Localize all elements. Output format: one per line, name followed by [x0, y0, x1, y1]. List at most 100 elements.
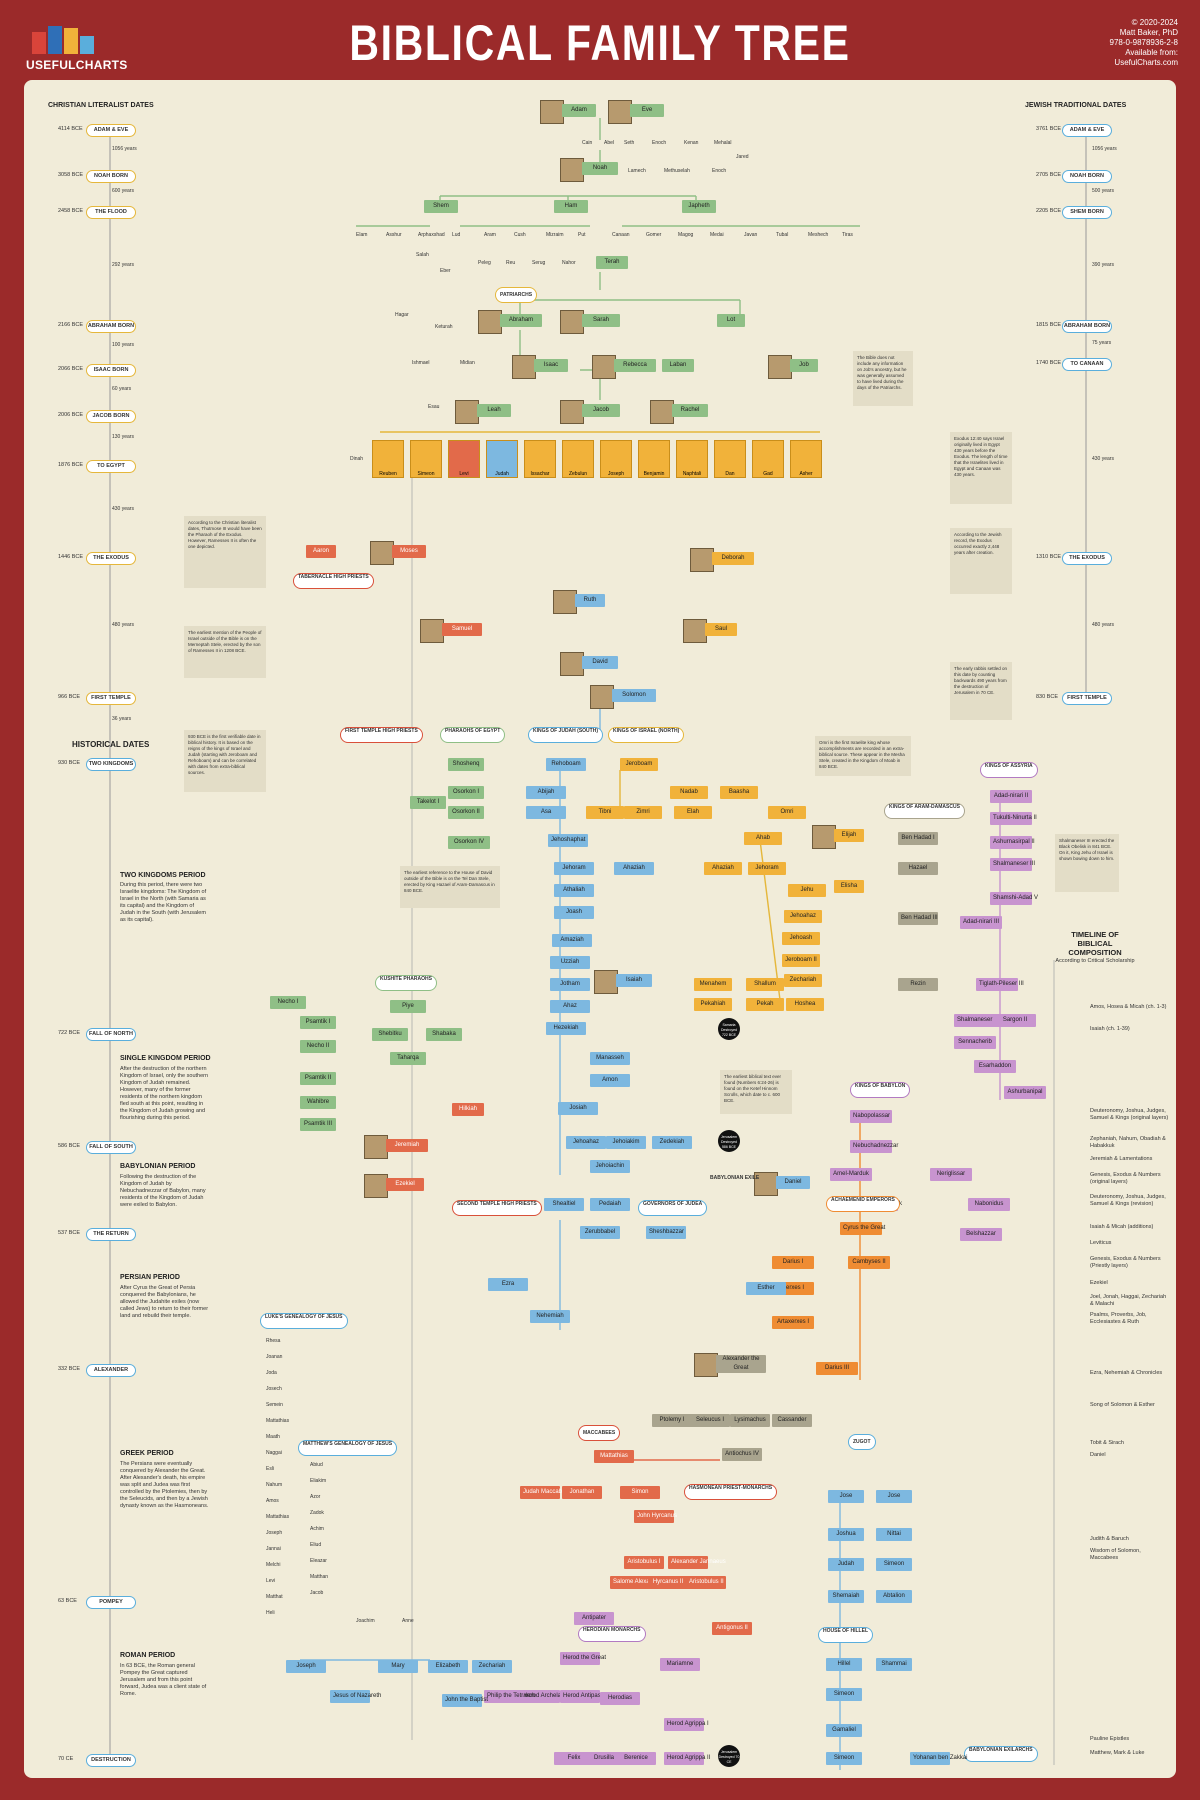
king-judah[interactable]: Uzziah: [550, 956, 590, 969]
hellenistic-ruler[interactable]: Ptolemy I: [652, 1414, 692, 1427]
herodian-ruler[interactable]: Antipater: [574, 1612, 614, 1625]
tribe-asher[interactable]: Asher: [790, 440, 822, 478]
king-judah[interactable]: Amaziah: [552, 934, 592, 947]
emperor[interactable]: Artaxerxes I: [772, 1316, 814, 1329]
node-terah[interactable]: Terah: [596, 256, 628, 269]
king-assyria[interactable]: Shalmaneser V: [954, 1014, 998, 1027]
noah-son[interactable]: Ham: [554, 200, 588, 213]
king-israel[interactable]: Shallum: [746, 978, 784, 991]
pharaoh[interactable]: Psamtik II: [300, 1072, 336, 1085]
node-lot[interactable]: Lot: [717, 314, 745, 327]
zug[interactable]: Simeon: [876, 1558, 912, 1571]
return-figure[interactable]: Pedaiah: [590, 1198, 630, 1211]
king-babylon[interactable]: Neriglissar: [930, 1168, 972, 1181]
tribe-joseph[interactable]: Joseph: [600, 440, 632, 478]
noah-son[interactable]: Shem: [424, 200, 458, 213]
king-israel[interactable]: Omri: [768, 806, 806, 819]
king-assyria[interactable]: Tukulti-Ninurta II: [990, 812, 1037, 825]
herodian-ruler[interactable]: Herod the Great: [560, 1652, 606, 1665]
hasmonean-ruler[interactable]: Simon: [620, 1486, 660, 1499]
king-israel[interactable]: Zechariah: [784, 974, 822, 987]
node-laban[interactable]: Laban: [662, 359, 694, 372]
node-abraham[interactable]: Abraham: [500, 314, 542, 327]
timeline-event[interactable]: TO EGYPT: [86, 460, 136, 473]
king-judah[interactable]: Jehoiakim: [606, 1136, 646, 1149]
king-babylon[interactable]: Nabonidus: [968, 1198, 1010, 1211]
king-assyria[interactable]: Ashurbanipal: [1004, 1086, 1046, 1099]
herodian-ruler[interactable]: Philip the Tetrarch: [484, 1690, 535, 1703]
timeline-event[interactable]: FALL OF SOUTH: [86, 1141, 136, 1154]
king-israel[interactable]: Hoshea: [786, 998, 824, 1011]
node-jeremiah[interactable]: Jeremiah: [386, 1139, 428, 1152]
hasmonean-ruler[interactable]: John Hyrcanus: [634, 1510, 677, 1523]
node-samuel[interactable]: Samuel: [442, 623, 482, 636]
noah-son[interactable]: Japheth: [682, 200, 716, 213]
king-israel[interactable]: Ahab: [744, 832, 782, 845]
node-leah[interactable]: Leah: [477, 404, 511, 417]
king-judah[interactable]: Asa: [526, 806, 566, 819]
tribe-dan[interactable]: Dan: [714, 440, 746, 478]
pharaoh[interactable]: Necho II: [300, 1040, 336, 1053]
node-aaron[interactable]: Aaron: [306, 545, 336, 558]
king-assyria[interactable]: Ashurnasirpal II: [990, 836, 1035, 849]
timeline-event[interactable]: NOAH BORN: [86, 170, 136, 183]
node-deborah[interactable]: Deborah: [712, 552, 754, 565]
king-judah[interactable]: Athaliah: [554, 884, 594, 897]
zug[interactable]: Joshua: [828, 1528, 864, 1541]
pharaoh[interactable]: Osorkon IV: [448, 836, 490, 849]
king-judah[interactable]: Amon: [590, 1074, 630, 1087]
herodian-ruler[interactable]: Felix: [554, 1752, 594, 1765]
holy-family-member[interactable]: Elizabeth: [428, 1660, 468, 1673]
herodian-ruler[interactable]: Herod Antipas: [560, 1690, 601, 1703]
king-judah[interactable]: Jehoram: [554, 862, 594, 875]
node-yohanan[interactable]: Yohanan ben Zakkai: [910, 1752, 968, 1765]
zug[interactable]: Gamaliel: [826, 1724, 862, 1737]
herodian-ruler[interactable]: Berenice: [616, 1752, 656, 1765]
hasmonean-ruler[interactable]: Hyrcanus II: [648, 1576, 688, 1589]
pharaoh[interactable]: Psamtik I: [300, 1016, 336, 1029]
herodian-ruler[interactable]: Mariamne: [660, 1658, 700, 1671]
timeline-event[interactable]: DESTRUCTION: [86, 1754, 136, 1767]
holy-family-member[interactable]: Jesus of Nazareth: [330, 1690, 381, 1703]
king-assyria[interactable]: Tiglath-Pileser III: [976, 978, 1024, 991]
tribe-reuben[interactable]: Reuben: [372, 440, 404, 478]
return-figure[interactable]: Zerubbabel: [580, 1226, 620, 1239]
tribe-simeon[interactable]: Simeon: [410, 440, 442, 478]
pharaoh[interactable]: Shoshenq: [448, 758, 484, 771]
return-figure[interactable]: Sheshbazzar: [646, 1226, 686, 1239]
king-judah[interactable]: Joash: [554, 906, 594, 919]
timeline-event[interactable]: FALL OF NORTH: [86, 1028, 136, 1041]
pharaoh[interactable]: Osorkon II: [448, 806, 484, 819]
node-isaiah[interactable]: Isaiah: [616, 974, 652, 987]
herodian-ruler[interactable]: Herod Archelaus: [520, 1690, 567, 1703]
king-judah[interactable]: Josiah: [558, 1102, 598, 1115]
node-ezekiel[interactable]: Ezekiel: [386, 1178, 424, 1191]
timeline-event[interactable]: ABRAHAM BORN: [1062, 320, 1112, 333]
node-rachel[interactable]: Rachel: [672, 404, 708, 417]
king-israel[interactable]: Baasha: [720, 786, 758, 799]
timeline-event[interactable]: THE FLOOD: [86, 206, 136, 219]
kushite-pharaoh[interactable]: Shebitku: [372, 1028, 408, 1041]
zug[interactable]: Simeon: [826, 1688, 862, 1701]
hellenistic-ruler[interactable]: Cassander: [772, 1414, 812, 1427]
hasmonean-ruler[interactable]: Alexander Jannaeus: [668, 1556, 726, 1569]
holy-family-member[interactable]: Joseph: [286, 1660, 326, 1673]
hasmonean-ruler[interactable]: Salome Alexandra: [610, 1576, 662, 1589]
king-israel[interactable]: Pekahiah: [694, 998, 732, 1011]
king-israel[interactable]: Jehoahaz: [784, 910, 822, 923]
tribe-gad[interactable]: Gad: [752, 440, 784, 478]
king-israel[interactable]: Jeroboam II: [782, 954, 820, 967]
timeline-event[interactable]: NOAH BORN: [1062, 170, 1112, 183]
usefulcharts-logo[interactable]: USEFULCHARTS: [26, 16, 127, 72]
king-judah[interactable]: Jehoiachin: [590, 1160, 630, 1173]
zug[interactable]: Abtalion: [876, 1590, 912, 1603]
hellenistic-ruler[interactable]: Lysimachus: [730, 1414, 770, 1427]
timeline-event[interactable]: THE RETURN: [86, 1228, 136, 1241]
emperor[interactable]: Cambyses II: [848, 1256, 890, 1269]
king-assyria[interactable]: Shalmaneser III: [990, 858, 1035, 871]
tribe-zebulun[interactable]: Zebulun: [562, 440, 594, 478]
king-assyria[interactable]: Adad-nirari III: [960, 916, 1002, 929]
pharaoh[interactable]: Osorkon I: [448, 786, 484, 799]
return-figure[interactable]: Ezra: [488, 1278, 528, 1291]
timeline-event[interactable]: TO CANAAN: [1062, 358, 1112, 371]
